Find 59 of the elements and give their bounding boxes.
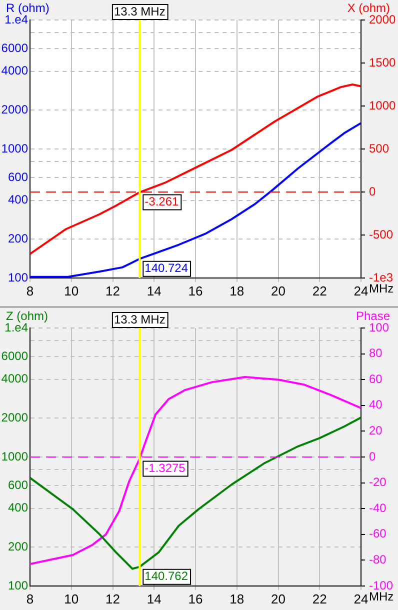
y-tick-label: 6000	[1, 40, 28, 55]
y2-tick-label: 20	[369, 424, 383, 438]
y-tick-label: 1000	[1, 449, 28, 464]
y2-tick-label: 0	[369, 449, 376, 464]
y-tick-label: 2000	[1, 410, 28, 424]
y-tick-label: 200	[8, 231, 28, 246]
y2-tick-label: -500	[369, 227, 394, 242]
x-tick-label: 10	[64, 591, 79, 606]
y2-tick-label: 1000	[369, 98, 396, 112]
y2-tick-label: 500	[369, 141, 390, 156]
x-tick-label: 10	[64, 283, 79, 298]
y2-axis-title: Phase	[356, 309, 390, 323]
y2-tick-label: -80	[369, 552, 387, 567]
x-tick-label: 16	[188, 591, 203, 606]
y-tick-label: 2000	[1, 102, 28, 116]
y2-tick-label: -60	[369, 526, 387, 541]
data-label: -3.261	[144, 194, 179, 209]
x-tick-label: 24	[354, 283, 368, 298]
x-tick-label: 8	[26, 283, 34, 298]
y-tick-label: 400	[8, 192, 28, 207]
y-tick-label: 1000	[1, 141, 28, 156]
x-tick-label: 8	[26, 591, 34, 606]
y2-tick-label: 60	[369, 372, 383, 386]
x-tick-label: 14	[146, 283, 162, 298]
x-tick-label: 18	[230, 283, 244, 298]
y2-tick-label: 80	[369, 346, 383, 360]
y-tick-label: 100	[8, 270, 28, 284]
data-label: 140.762	[144, 569, 188, 584]
y-tick-label: 400	[8, 500, 28, 515]
x-tick-label: 20	[271, 591, 286, 606]
y2-tick-label: -40	[369, 500, 387, 515]
data-label: -1.3275	[144, 461, 186, 476]
x-tick-label: 22	[312, 283, 327, 298]
y2-tick-label: -20	[369, 475, 387, 490]
x-tick-label: 16	[188, 283, 203, 298]
y2-tick-label: 40	[369, 398, 383, 412]
x-tick-label: 14	[146, 591, 162, 606]
x-tick-label: 18	[230, 591, 244, 606]
x-tick-label: 12	[106, 591, 120, 606]
y-axis-title: R (ohm)	[6, 1, 50, 15]
y-tick-label: 6000	[1, 348, 28, 363]
y2-axis-title: X (ohm)	[347, 1, 390, 15]
data-label: 140.724	[144, 261, 188, 276]
y-tick-label: 4000	[1, 64, 28, 78]
x-tick-label: 22	[312, 591, 327, 606]
y2-tick-label: 1500	[369, 55, 396, 70]
x-tick-label: 24	[354, 591, 368, 606]
ref-line-label: 13.3 MHz	[114, 4, 166, 18]
y-tick-label: 4000	[1, 372, 28, 386]
y2-tick-label: 0	[369, 184, 376, 198]
y2-tick-label: 100	[369, 320, 390, 334]
y-tick-label: 600	[8, 478, 28, 492]
y-tick-label: 100	[8, 578, 28, 592]
y-tick-label: 200	[8, 539, 28, 554]
y-tick-label: 600	[8, 170, 28, 184]
x-tick-label: 12	[106, 283, 120, 298]
ref-line-label: 13.3 MHz	[114, 312, 166, 326]
y-axis-title: Z (ohm)	[6, 309, 48, 323]
x-tick-label: 20	[271, 283, 286, 298]
